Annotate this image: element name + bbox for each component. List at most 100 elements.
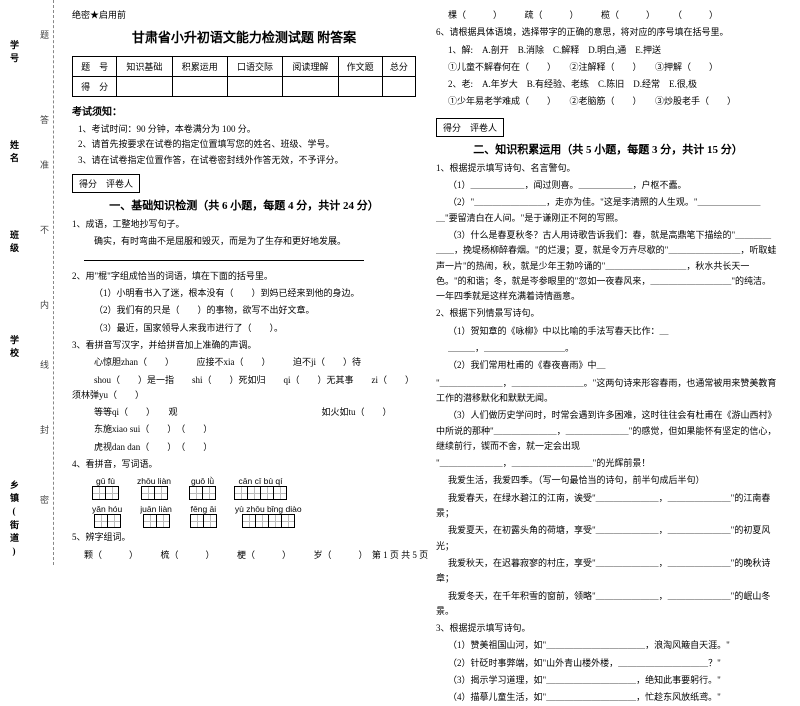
tian-grid[interactable]: [190, 514, 217, 528]
td[interactable]: [382, 77, 415, 97]
tian-grid[interactable]: [234, 486, 287, 500]
col2-body: 棵（ ） 疏（ ） 榄（ ） （ ） 6、请根据具体语境，选择带字的正确的意思，…: [436, 8, 780, 110]
s2-line: （3）揭示学习道理，如"＿＿＿＿＿＿＿＿＿＿，绝知此事要躬行。": [436, 673, 780, 688]
td[interactable]: [338, 77, 382, 97]
q1-text: 确实，有时弯曲不是屈服和毁灭，而是为了生存和更好地发展。: [72, 234, 416, 249]
th: 口语交际: [227, 57, 282, 77]
seal-text: 不: [38, 225, 51, 250]
binding-margin: 学号 姓名 班级 学校 乡镇(街道) 题 答 准 不 内 线 封 密: [0, 0, 54, 565]
td: 得 分: [73, 77, 117, 97]
section-2-title: 二、知识积累运用（共 5 小题，每题 3 分，共计 15 分）: [436, 141, 780, 157]
s2-line: （1）＿＿＿＿＿＿，闻过则喜。＿＿＿＿＿＿，户枢不蠹。: [436, 178, 780, 193]
s2-line: （2）针砭时事弊端，如"山外青山楼外楼，＿＿＿＿＿＿＿＿＿＿？": [436, 656, 780, 671]
pinyin-label: yù zhōu bǐng diào: [235, 502, 302, 514]
seal-text: 线: [38, 360, 51, 385]
s2q3: 3、根据提示填写诗句。: [436, 621, 780, 636]
th: 知识基础: [117, 57, 172, 77]
q5-cont: 棵（ ） 疏（ ） 榄（ ） （ ）: [436, 8, 780, 23]
s2-line: （3）什么是春夏秋冬？古人用诗歌告诉我们：春，就是高鼎笔下描绘的"＿＿＿＿＿＿，…: [436, 228, 780, 304]
right-column: 棵（ ） 疏（ ） 榄（ ） （ ） 6、请根据具体语境，选择带字的正确的意思，…: [426, 8, 790, 547]
q1: 1、成语，工整地抄写句子。: [72, 217, 416, 232]
q2-1: （1）小明看书入了迷，根本没有（ ）到妈已经来到他的身边。: [72, 286, 416, 301]
pinyin-label: juān liàn: [140, 502, 172, 514]
pinyin-item: gū fù: [92, 474, 119, 500]
q6-line: 2、老: A.年岁大 B.有经验、老练 C.陈旧 D.经常 E.很,极: [436, 77, 780, 92]
pinyin-grid-bot: yǎn hóu juān liàn fēng āi yù zhōu bǐng diào: [92, 502, 416, 528]
left-column: 绝密★启用前 甘肃省小升初语文能力检测试题 附答案 题 号 知识基础 积累运用 …: [62, 8, 426, 547]
th: 阅读理解: [283, 57, 338, 77]
tian-grid[interactable]: [92, 486, 119, 500]
table-row: 题 号 知识基础 积累运用 口语交际 阅读理解 作文题 总分: [73, 57, 416, 77]
s2q2: 2、根据下列情景写诗句。: [436, 306, 780, 321]
s2-line: "＿＿＿＿＿＿＿，＿＿＿＿＿＿＿＿＿"的光辉前景！: [436, 456, 780, 471]
seal-text: 内: [38, 300, 51, 325]
s2-line: （3）人们做历史学问时，时常会遇到许多困难，这时往往会有杜甫在《游山西村》中所说…: [436, 408, 780, 454]
notice-item: 3、请在试卷指定位置作答，在试卷密封线外作答无效，不予评分。: [78, 153, 416, 168]
q3-line: 东施xiao sui（ ） （ ）: [72, 422, 416, 437]
s2-line: （2）我们常用杜甫的《春夜喜雨》中＿: [436, 358, 780, 373]
s2-line: （1）赞美祖国山河，如"＿＿＿＿＿＿＿＿＿＿＿，浪淘风簸自天涯。": [436, 638, 780, 653]
seal-text: 密: [38, 495, 51, 520]
q3: 3、看拼音写汉字，并给拼音加上准确的声调。: [72, 338, 416, 353]
s2-line: 我爱春天，在绿水碧江的江南，诶受"＿＿＿＿＿＿＿，＿＿＿＿＿＿＿"的江南春景；: [436, 491, 780, 522]
page-content: 绝密★启用前 甘肃省小升初语文能力检测试题 附答案 题 号 知识基础 积累运用 …: [62, 8, 790, 547]
pinyin-label: fēng āi: [191, 502, 217, 514]
s2-line: （4）描摹儿童生活，如"＿＿＿＿＿＿＿＿＿＿，忙趁东风放纸鸢。": [436, 690, 780, 705]
score-table: 题 号 知识基础 积累运用 口语交际 阅读理解 作文题 总分 得 分: [72, 56, 416, 97]
tian-grid[interactable]: [143, 514, 170, 528]
secret-label: 绝密★启用前: [72, 8, 416, 21]
s2-line: （2）"＿＿＿＿＿＿＿＿，走亦为佳。"这是李清照的人生观。"＿＿＿＿＿＿＿＿"要…: [436, 195, 780, 226]
pinyin-item: juān liàn: [140, 502, 172, 528]
answer-blank[interactable]: [84, 251, 364, 261]
s2-line: （1）贺知章的《咏柳》中以比喻的手法写春天比作：＿: [436, 324, 780, 339]
tian-grid[interactable]: [189, 486, 216, 500]
scorebox: 得分 评卷人: [436, 118, 504, 137]
section-1-body: 1、成语，工整地抄写句子。 确实，有时弯曲不是屈服和毁灭，而是为了生存和更好地发…: [72, 217, 416, 563]
th: 积累运用: [172, 57, 227, 77]
q6-line: 1、解: A.剖开 B.消除 C.解释 D.明白,通 E.押送: [436, 43, 780, 58]
pinyin-label: guō lǜ: [191, 474, 214, 486]
td[interactable]: [283, 77, 338, 97]
q6: 6、请根据具体语境，选择带字的正确的意思，将对应的序号填在括号里。: [436, 25, 780, 40]
q6-line: ①少年易老学难成（ ） ②老脑筋（ ） ③炒股老手（ ）: [436, 94, 780, 109]
pinyin-item: yù zhōu bǐng diào: [235, 502, 302, 528]
q3-line: shou（ ）是一指 shi（ ）死如归 qi（ ）无其事 zi（ ）须林弹yu…: [72, 373, 416, 404]
notice-item: 2、请首先按要求在试卷的指定位置填写您的姓名、班级、学号。: [78, 137, 416, 152]
pinyin-label: zhōu liàn: [137, 474, 171, 486]
th: 题 号: [73, 57, 117, 77]
tian-grid[interactable]: [141, 486, 168, 500]
seal-text: 题: [38, 30, 51, 55]
section-1-title: 一、基础知识检测（共 6 小题，每题 4 分，共计 24 分）: [72, 197, 416, 213]
th: 作文题: [338, 57, 382, 77]
td[interactable]: [117, 77, 172, 97]
td[interactable]: [172, 77, 227, 97]
q2: 2、用"棍"字组成恰当的词语，填在下面的括号里。: [72, 269, 416, 284]
q3-line: 等等qi（ ） 观 如火如tu（ ）: [72, 405, 416, 420]
pinyin-item: zhōu liàn: [137, 474, 171, 500]
pinyin-grid-top: gū fù zhōu liàn guō lǜ cān cī bù qí: [92, 474, 416, 500]
pinyin-item: fēng āi: [190, 502, 217, 528]
q6-line: ①儿童不解春何在（ ） ②注解释（ ） ③押解（ ）: [436, 60, 780, 75]
notice-head: 考试须知：: [72, 103, 416, 118]
s2-line: "＿＿＿＿＿＿＿，＿＿＿＿＿＿＿＿。"这两句诗来形容春雨，也通常被用来赞美教育工…: [436, 376, 780, 407]
binding-label: 班级: [8, 230, 21, 256]
exam-title: 甘肃省小升初语文能力检测试题 附答案: [72, 27, 416, 46]
section-2-body: 1、根据提示填写诗句、名言警句。 （1）＿＿＿＿＿＿，闻过则喜。＿＿＿＿＿＿，户…: [436, 161, 780, 706]
pinyin-label: gū fù: [96, 474, 115, 486]
page-footer: 第 1 页 共 5 页: [0, 548, 800, 561]
th: 总分: [382, 57, 415, 77]
q4: 4、看拼音，写词语。: [72, 457, 416, 472]
td[interactable]: [227, 77, 282, 97]
tian-grid[interactable]: [242, 514, 295, 528]
s2-line: 我爱生活，我爱四季。（写一句最恰当的诗句，前半句成后半句）: [436, 473, 780, 488]
s2-line: ＿＿＿，＿＿＿＿＿＿＿＿＿。: [436, 341, 780, 356]
s2q1: 1、根据提示填写诗句、名言警句。: [436, 161, 780, 176]
pinyin-item: yǎn hóu: [92, 502, 122, 528]
tian-grid[interactable]: [94, 514, 121, 528]
q5: 5、辨字组词。: [72, 530, 416, 545]
pinyin-label: cān cī bù qí: [239, 474, 283, 486]
binding-label: 学号: [8, 40, 21, 66]
seal-text: 封: [38, 425, 51, 450]
q3-line: 心惊胆zhan（ ） 应接不xia（ ） 迫不ji（ ）待: [72, 355, 416, 370]
binding-label: 姓名: [8, 140, 21, 166]
